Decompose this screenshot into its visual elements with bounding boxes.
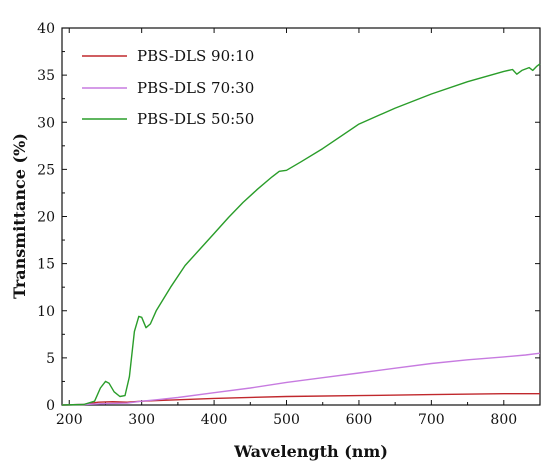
legend-label-70-30: PBS-DLS 70:30 [137, 79, 254, 97]
legend: PBS-DLS 90:10 PBS-DLS 70:30 PBS-DLS 50:5… [82, 47, 254, 128]
series-line-70-30 [61, 352, 541, 406]
x-tick-label: 500 [273, 412, 300, 428]
y-tick-label: 15 [37, 257, 55, 273]
y-tick-label: 20 [37, 210, 55, 226]
x-tick-label: 200 [56, 412, 83, 428]
y-tick-label: 10 [37, 304, 55, 320]
x-axis-title: Wavelength (nm) [233, 442, 388, 461]
y-tick-label: 5 [46, 351, 55, 367]
series-line-50-50 [61, 63, 541, 406]
series-lines [61, 63, 541, 406]
legend-label-90-10: PBS-DLS 90:10 [137, 47, 254, 65]
y-tick-label: 40 [37, 21, 55, 37]
y-axis-title: Transmittance (%) [10, 133, 29, 299]
x-tick-label: 800 [490, 412, 517, 428]
y-tick-label: 35 [37, 68, 55, 84]
y-tick-label: 30 [37, 115, 55, 131]
x-tick-label: 700 [418, 412, 445, 428]
axis-ticks: 200 300 400 500 600 700 800 0 5 10 15 20 25 30 35 40 [37, 21, 541, 428]
plot-frame [61, 27, 541, 406]
x-tick-label: 400 [201, 412, 228, 428]
y-tick-label: 0 [46, 398, 55, 414]
x-tick-label: 300 [128, 412, 155, 428]
legend-label-50-50: PBS-DLS 50:50 [137, 110, 254, 128]
y-tick-label: 25 [37, 162, 55, 178]
x-tick-label: 600 [346, 412, 373, 428]
series-line-90-10 [61, 393, 540, 406]
